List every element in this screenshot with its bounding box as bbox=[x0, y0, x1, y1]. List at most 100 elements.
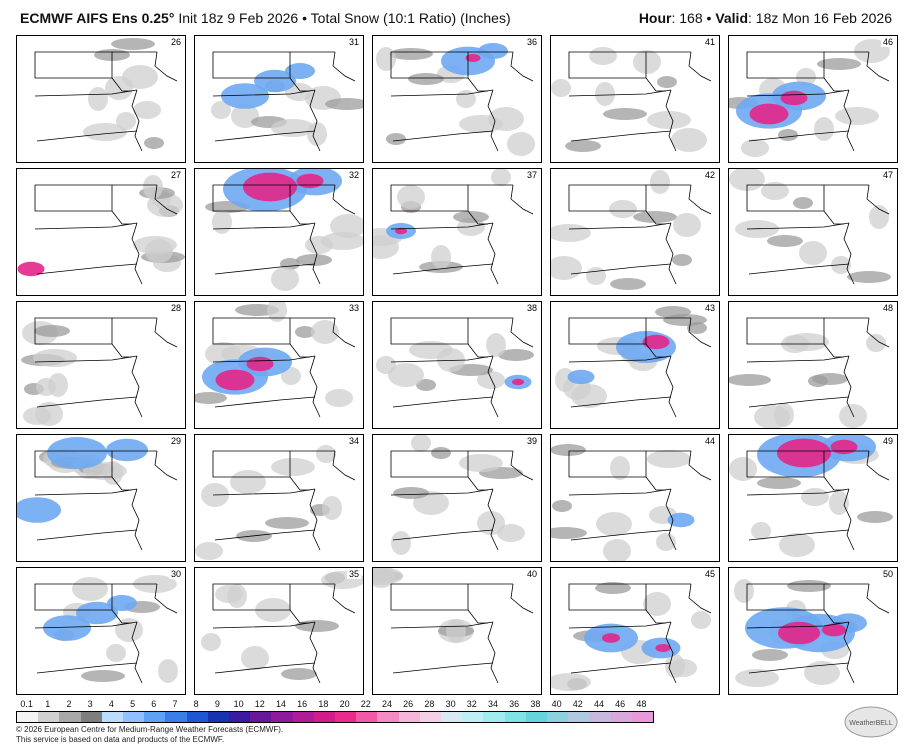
hour-value: 168 bbox=[679, 10, 703, 26]
light-snow-area bbox=[735, 669, 779, 687]
member-panel: 44 bbox=[550, 434, 720, 562]
light-snow-area bbox=[267, 302, 287, 322]
legend-color-swatch bbox=[101, 712, 124, 722]
light-snow-area bbox=[633, 211, 677, 223]
state-border-line bbox=[309, 222, 321, 285]
snow-map bbox=[373, 169, 534, 285]
snow-map bbox=[17, 437, 178, 551]
legend-tick-label: 8 bbox=[193, 699, 199, 709]
valid-label: Valid bbox=[715, 10, 748, 26]
light-snow-area bbox=[408, 73, 444, 85]
state-border-line bbox=[309, 488, 321, 551]
light-snow-area bbox=[212, 210, 232, 234]
state-border-line bbox=[823, 476, 844, 491]
copyright-line: © 2026 European Centre for Medium-Range … bbox=[16, 725, 284, 734]
state-border-line bbox=[154, 317, 178, 348]
light-snow-area bbox=[388, 363, 424, 387]
light-snow-area bbox=[610, 456, 630, 480]
state-border-line bbox=[510, 317, 534, 348]
legend-tick-label: 6 bbox=[151, 699, 157, 709]
legend-color-swatch bbox=[441, 712, 463, 722]
light-snow-area bbox=[609, 200, 637, 218]
state-border-line bbox=[390, 450, 469, 478]
light-snow-area bbox=[453, 211, 489, 223]
snow-map bbox=[734, 579, 890, 687]
light-snow-area bbox=[603, 539, 631, 561]
legend-tick-label: 42 bbox=[572, 699, 583, 709]
member-panel: 42 bbox=[550, 168, 720, 296]
legend-color-swatch bbox=[335, 712, 357, 722]
light-snow-area bbox=[829, 491, 849, 515]
legend-tick-label: 30 bbox=[445, 699, 456, 709]
state-border-line bbox=[748, 130, 850, 142]
snow-map bbox=[555, 306, 712, 418]
state-border-line bbox=[154, 450, 178, 481]
light-snow-area bbox=[322, 496, 342, 520]
state-border-line bbox=[36, 662, 138, 674]
light-snow-area bbox=[650, 170, 670, 194]
light-snow-area bbox=[143, 175, 163, 199]
snow-accumulation-area bbox=[17, 497, 61, 523]
legend-tick-label: 1 bbox=[45, 699, 51, 709]
light-snow-area bbox=[779, 533, 815, 557]
state-border-line bbox=[665, 89, 677, 152]
state-border-line bbox=[332, 450, 356, 481]
state-border-line bbox=[843, 89, 855, 152]
member-number: 29 bbox=[168, 436, 183, 446]
light-snow-area bbox=[603, 108, 647, 120]
model-name: ECMWF AIFS Ens 0.25 bbox=[20, 10, 169, 26]
light-snow-area bbox=[655, 306, 691, 318]
legend-tick-label: 18 bbox=[318, 699, 329, 709]
light-snow-area bbox=[321, 232, 363, 250]
light-snow-area bbox=[416, 379, 436, 391]
legend-tick-label: 12 bbox=[254, 699, 265, 709]
ensemble-panel-grid: 26 31 36 41 46 27 32 37 42 47 28 33 38 43 48 29 34 39 44 49… bbox=[16, 35, 898, 697]
member-number: 28 bbox=[168, 303, 183, 313]
member-number: 49 bbox=[880, 436, 895, 446]
light-snow-area bbox=[477, 371, 505, 389]
snow-map bbox=[390, 435, 534, 555]
map-title: ECMWF AIFS Ens 0.25° Init 18z 9 Feb 2026… bbox=[20, 10, 511, 26]
light-snow-area bbox=[633, 50, 661, 74]
degree-symbol: ° bbox=[168, 10, 175, 26]
state-border-line bbox=[645, 77, 666, 92]
snow-accumulation-area bbox=[395, 227, 407, 235]
state-border-line bbox=[748, 396, 850, 408]
state-border-line bbox=[823, 343, 844, 358]
legend-tick-label: 46 bbox=[615, 699, 626, 709]
valid-separator: • bbox=[706, 10, 712, 26]
light-snow-area bbox=[857, 511, 893, 523]
member-number: 42 bbox=[702, 170, 717, 180]
legend-color-swatch bbox=[271, 712, 293, 722]
legend-color-swatch bbox=[229, 712, 251, 722]
member-panel: 43 bbox=[550, 301, 720, 429]
light-snow-area bbox=[657, 76, 677, 88]
light-snow-area bbox=[847, 271, 891, 283]
snow-accumulation-area bbox=[465, 54, 481, 62]
snow-map bbox=[729, 169, 891, 285]
snow-map bbox=[201, 571, 363, 684]
light-snow-area bbox=[281, 668, 317, 680]
light-snow-area bbox=[456, 90, 476, 108]
snow-map bbox=[376, 317, 534, 418]
light-snow-area bbox=[551, 79, 571, 97]
light-snow-area bbox=[741, 139, 769, 157]
legend-color-swatch bbox=[165, 712, 187, 722]
state-border-line bbox=[289, 609, 310, 624]
light-snow-area bbox=[565, 140, 601, 152]
member-panel: 32 bbox=[194, 168, 364, 296]
light-snow-area bbox=[729, 374, 771, 386]
light-snow-area bbox=[643, 592, 671, 616]
light-snow-area bbox=[804, 661, 840, 685]
light-snow-area bbox=[386, 133, 406, 145]
state-border-line bbox=[665, 355, 677, 418]
state-border-line bbox=[843, 355, 855, 418]
member-number: 35 bbox=[346, 569, 361, 579]
snow-accumulation-area bbox=[107, 595, 137, 611]
state-border-line bbox=[487, 222, 499, 285]
member-number: 33 bbox=[346, 303, 361, 313]
copyright-footer: © 2026 European Centre for Medium-Range … bbox=[16, 725, 283, 745]
snow-accumulation-area bbox=[667, 512, 695, 528]
legend-tick-label: 0.1 bbox=[20, 699, 33, 709]
state-border-line bbox=[645, 609, 666, 624]
